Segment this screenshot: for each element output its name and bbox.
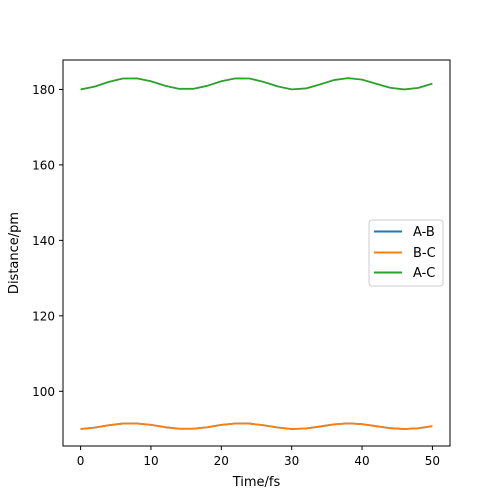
- x-tick-label: 0: [77, 454, 85, 468]
- series-line-b-c: [80, 422, 433, 430]
- y-tick-label: 120: [32, 309, 55, 323]
- x-tick-label: 50: [425, 454, 440, 468]
- legend-item-a-b: A-B: [374, 225, 435, 240]
- plot-frame: [62, 59, 451, 447]
- legend-label-b-c: B-C: [413, 246, 436, 261]
- legend: A-B B-C A-C: [368, 219, 444, 287]
- y-axis-label: Distance/pm: [7, 212, 22, 294]
- x-tick-label: 20: [214, 454, 229, 468]
- axes-layer: 0 10 20 30 40 50 100 120 140 160 180: [32, 83, 440, 468]
- x-tick-label: 40: [354, 454, 369, 468]
- y-tick-label: 180: [32, 83, 55, 97]
- y-tick-label: 100: [32, 385, 55, 399]
- series-line-a-c: [80, 77, 433, 91]
- plot-layer: [80, 77, 433, 430]
- y-tick-label: 140: [32, 234, 55, 248]
- legend-label-a-b: A-B: [413, 225, 435, 240]
- y-tick-label: 160: [32, 158, 55, 172]
- x-tick-label: 30: [284, 454, 299, 468]
- legend-item-b-c: B-C: [374, 246, 436, 261]
- legend-box: [368, 219, 444, 287]
- x-axis-label: Time/fs: [232, 475, 281, 490]
- legend-label-a-c: A-C: [413, 266, 435, 281]
- legend-item-a-c: A-C: [374, 266, 435, 281]
- x-tick-label: 10: [143, 454, 158, 468]
